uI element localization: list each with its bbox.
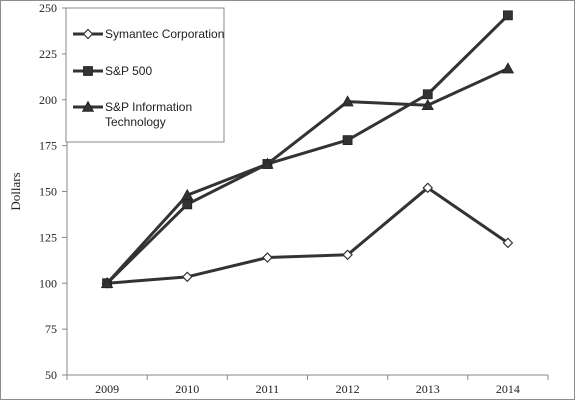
series-sp-it-point [100, 276, 114, 289]
x-tick-label: 2014 [496, 382, 520, 396]
x-tick-label: 2011 [256, 382, 280, 396]
y-tick-label: 75 [45, 322, 57, 336]
legend-label-series-sp500: S&P 500 [105, 64, 152, 78]
y-tick-label: 50 [45, 368, 57, 382]
legend-swatch-marker [83, 66, 93, 76]
legend-label-line: Symantec Corporation [105, 27, 224, 41]
series-sp500-point [342, 135, 353, 146]
series-sp500-point [503, 10, 513, 21]
series-symantec-point [181, 271, 193, 283]
series-sp-it-point [421, 98, 434, 111]
legend-label-series-sp-it: S&P Information Technology [105, 100, 192, 129]
legend-label-line: S&P 500 [105, 64, 152, 78]
legend-label-series-symantec: Symantec Corporation [105, 27, 224, 41]
series-sp-it-line [105, 67, 509, 285]
legend-swatch-marker [82, 28, 94, 40]
x-tick-label: 2013 [416, 382, 440, 396]
y-axis-label: Dollars [8, 172, 23, 210]
series-sp-it-point [261, 157, 274, 169]
y-tick-label: 175 [39, 139, 57, 153]
y-tick-label: 250 [39, 1, 57, 15]
series-symantec-point [422, 182, 434, 194]
series-sp-it-point [181, 188, 194, 200]
y-tick-label: 200 [39, 93, 57, 107]
x-tick-label: 2010 [175, 382, 199, 396]
legend-swatch-marker [81, 100, 95, 112]
series-symantec-point [342, 249, 353, 261]
y-tick-label: 150 [39, 185, 57, 199]
legend-label-line: Technology [105, 115, 166, 129]
y-tick-label: 100 [39, 276, 57, 290]
series-sp-it-point [341, 95, 354, 107]
series-symantec-point [502, 237, 514, 249]
y-tick-label: 125 [39, 230, 57, 244]
series-sp500-line [106, 14, 509, 285]
series-symantec-point [262, 252, 273, 263]
series-sp500-point [182, 199, 193, 210]
legend-label-line: S&P Information [105, 100, 192, 114]
series-sp500-point [422, 89, 433, 100]
x-tick-label: 2009 [95, 382, 119, 396]
y-tick-label: 225 [39, 47, 57, 61]
series-sp-it-point [501, 62, 515, 74]
x-tick-label: 2012 [336, 382, 360, 396]
series-symantec-line [106, 186, 509, 285]
